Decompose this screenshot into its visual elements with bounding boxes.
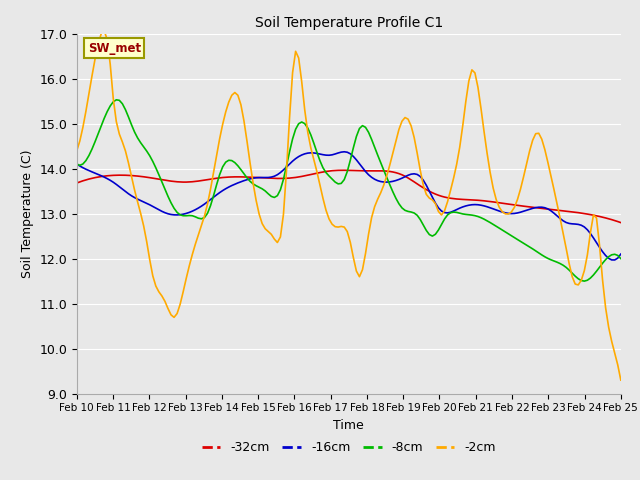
Text: SW_met: SW_met — [88, 42, 141, 55]
X-axis label: Time: Time — [333, 419, 364, 432]
Title: Soil Temperature Profile C1: Soil Temperature Profile C1 — [255, 16, 443, 30]
Y-axis label: Soil Temperature (C): Soil Temperature (C) — [20, 149, 34, 278]
Legend: -32cm, -16cm, -8cm, -2cm: -32cm, -16cm, -8cm, -2cm — [196, 436, 501, 459]
